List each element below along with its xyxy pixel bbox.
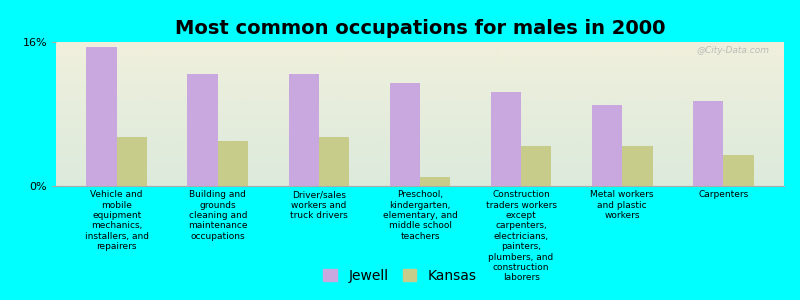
Bar [218, 141, 248, 186]
Bar [622, 146, 653, 186]
Bar [117, 136, 147, 186]
Bar [723, 154, 754, 186]
Bar [592, 105, 622, 186]
Bar [420, 177, 450, 186]
Title: Most common occupations for males in 2000: Most common occupations for males in 200… [174, 19, 666, 38]
Bar [86, 46, 117, 186]
Bar [319, 136, 350, 186]
Bar [693, 100, 723, 186]
Text: @City-Data.com: @City-Data.com [697, 46, 770, 55]
Bar [390, 82, 420, 186]
Bar [187, 74, 218, 186]
Legend: Jewell, Kansas: Jewell, Kansas [319, 265, 481, 287]
Bar [289, 74, 319, 186]
Bar [521, 146, 551, 186]
Bar [490, 92, 521, 186]
